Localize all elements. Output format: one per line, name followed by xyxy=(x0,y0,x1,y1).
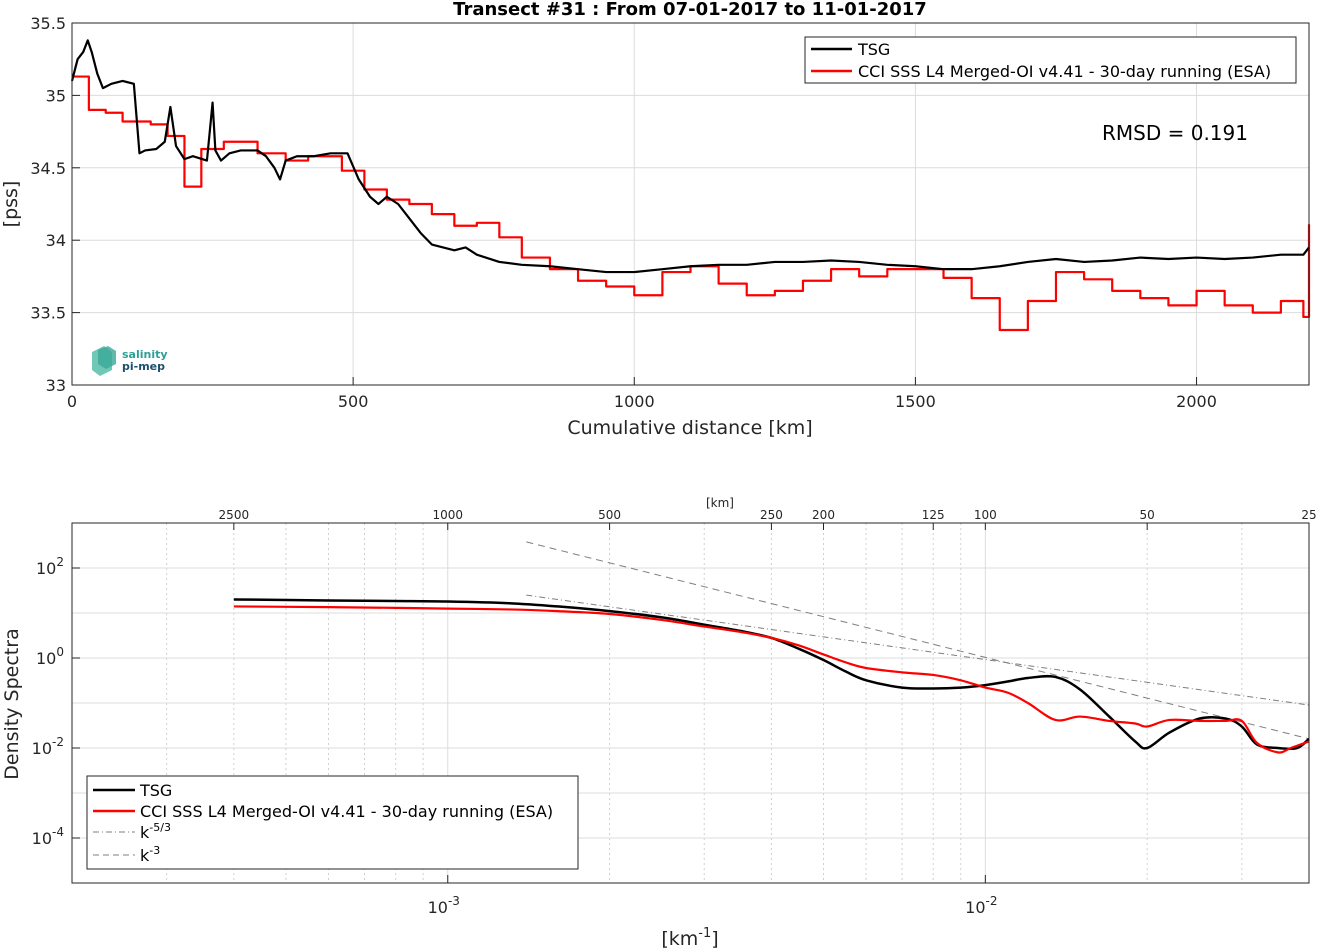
bottom-y-axis-label: Density Spectra xyxy=(1,628,23,779)
top-series xyxy=(70,39,1311,332)
top-y-tick-label: 33 xyxy=(46,376,66,395)
top-legend-tsg-label: TSG xyxy=(857,40,890,59)
top-axes-box xyxy=(71,22,1310,386)
top-ticks: 0 500 1000 1500 2000 33 33.5 34 34.5 35 35.5 xyxy=(30,14,1217,411)
bottom-top-axis-label: [km] xyxy=(706,496,734,510)
bottom-series xyxy=(233,541,1310,754)
bottom-top-tick-label: 25 xyxy=(1301,508,1316,522)
bottom-series-k53-line xyxy=(526,594,1310,706)
bottom-top-tick-label: 1000 xyxy=(432,508,463,522)
bottom-x-axis-label: [km-1] xyxy=(661,926,718,948)
rmsd-annotation: RMSD = 0.191 xyxy=(1102,121,1248,145)
top-chart: 0 500 1000 1500 2000 33 33.5 34 34.5 35 35.5 Trans… xyxy=(0,0,1311,439)
bottom-top-tick-label: 250 xyxy=(760,508,783,522)
bottom-legend: TSG CCI SSS L4 Merged-OI v4.41 - 30-day … xyxy=(86,775,579,870)
bottom-series-tsg-line xyxy=(233,598,1310,751)
top-legend-box xyxy=(804,36,1297,84)
salinity-pi-mep-logo: salinity pi-mep xyxy=(92,346,168,376)
bottom-legend-box xyxy=(86,775,579,870)
bottom-x-tick-label: 10-2 xyxy=(965,894,997,917)
top-x-tick-label: 0 xyxy=(67,392,77,411)
bottom-legend-k3-label: k-3 xyxy=(140,844,160,865)
bottom-series-cci-line xyxy=(233,605,1310,754)
bottom-y-tick-label: 10-2 xyxy=(32,735,64,758)
bottom-top-tick-label: 100 xyxy=(974,508,997,522)
top-chart-title: Transect #31 : From 07-01-2017 to 11-01-… xyxy=(453,0,927,20)
bottom-y-tick-label: 100 xyxy=(36,645,64,668)
logo-line1: salinity xyxy=(122,348,168,361)
top-x-tick-label: 1500 xyxy=(895,392,936,411)
bottom-ticks: 10-3 10-2 10-4 10-2 100 102 2500 1000 500 250 200 1… xyxy=(32,508,1317,917)
bottom-top-tick-label: 2500 xyxy=(219,508,250,522)
bottom-y-tick-label: 102 xyxy=(36,555,64,578)
bottom-top-tick-label: 500 xyxy=(598,508,621,522)
bottom-series-k3-line xyxy=(526,541,1310,740)
top-x-tick-label: 500 xyxy=(338,392,369,411)
top-x-axis-label: Cumulative distance [km] xyxy=(567,417,812,439)
bottom-legend-tsg-label: TSG xyxy=(139,781,172,800)
top-y-tick-label: 33.5 xyxy=(30,304,66,323)
bottom-legend-k53-label: k-5/3 xyxy=(140,821,171,842)
top-y-tick-label: 34 xyxy=(46,231,66,250)
bottom-x-tick-label: 10-3 xyxy=(428,894,460,917)
top-y-axis-label: [pss] xyxy=(0,181,22,228)
bottom-top-tick-label: 125 xyxy=(922,508,945,522)
logo-line2: pi-mep xyxy=(122,360,165,373)
top-x-tick-label: 1000 xyxy=(614,392,655,411)
top-legend-cci-label: CCI SSS L4 Merged-OI v4.41 - 30-day runn… xyxy=(858,62,1271,81)
bottom-axes-box xyxy=(71,522,1310,884)
bottom-top-tick-label: 50 xyxy=(1140,508,1155,522)
top-x-tick-label: 2000 xyxy=(1176,392,1217,411)
top-series-tsg-line xyxy=(70,39,1310,274)
bottom-y-tick-label: 10-4 xyxy=(32,825,64,848)
top-legend: TSG CCI SSS L4 Merged-OI v4.41 - 30-day … xyxy=(804,36,1297,84)
top-y-tick-label: 34.5 xyxy=(30,159,66,178)
bottom-chart: 10-3 10-2 10-4 10-2 100 102 2500 1000 500 250 200 1… xyxy=(1,496,1317,948)
top-y-tick-label: 35.5 xyxy=(30,14,66,33)
top-y-tick-label: 35 xyxy=(46,86,66,105)
bottom-top-tick-label: 200 xyxy=(812,508,835,522)
bottom-legend-cci-label: CCI SSS L4 Merged-OI v4.41 - 30-day runn… xyxy=(140,802,553,821)
top-series-cci-line xyxy=(72,75,1311,332)
